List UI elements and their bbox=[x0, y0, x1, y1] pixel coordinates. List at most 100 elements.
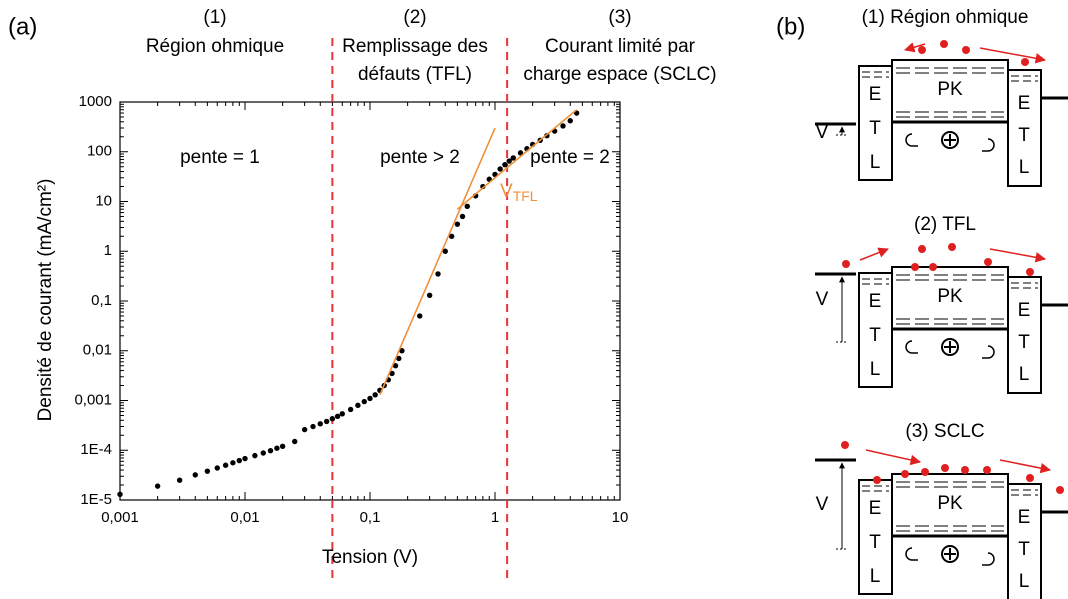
electron bbox=[918, 245, 926, 253]
y-tick-label: 0,01 bbox=[83, 342, 112, 359]
data-point bbox=[497, 166, 503, 172]
etl-right bbox=[1007, 483, 1042, 599]
y-tick-label: 0,1 bbox=[91, 292, 112, 309]
y-tick-label: 0,001 bbox=[74, 391, 112, 408]
region-label: Remplissage des bbox=[342, 36, 488, 57]
etl-letter: E bbox=[1018, 507, 1031, 528]
electron bbox=[941, 464, 949, 472]
data-point bbox=[310, 423, 316, 430]
data-point bbox=[267, 447, 274, 454]
etl-letter: T bbox=[869, 118, 881, 139]
data-point bbox=[442, 248, 448, 254]
y-axis-label: Densité de courant (mA/cm²) bbox=[35, 179, 56, 422]
hole-plus bbox=[944, 548, 956, 560]
data-point bbox=[274, 445, 280, 451]
curl-arrow bbox=[905, 547, 918, 561]
electron bbox=[961, 466, 969, 474]
etl-letter: L bbox=[1019, 364, 1030, 385]
etl-letter: T bbox=[869, 532, 881, 553]
electron bbox=[1026, 474, 1034, 482]
etl-left bbox=[858, 272, 893, 388]
data-point bbox=[242, 455, 248, 462]
hole bbox=[941, 545, 959, 563]
data-point bbox=[339, 411, 345, 417]
y-tick-label: 100 bbox=[87, 143, 112, 160]
pk-label: PK bbox=[937, 79, 963, 100]
data-point bbox=[204, 468, 211, 474]
electron-arrow bbox=[865, 449, 922, 466]
data-point bbox=[355, 402, 361, 409]
etl-letter: E bbox=[869, 498, 882, 519]
etl-letter: T bbox=[869, 325, 881, 346]
data-point bbox=[464, 203, 470, 210]
x-tick-label: 10 bbox=[612, 509, 629, 526]
voltage-label: V bbox=[816, 289, 829, 310]
slope-label: pente = 1 bbox=[180, 147, 260, 168]
data-point bbox=[323, 418, 330, 425]
electron bbox=[918, 46, 926, 54]
hole-plus bbox=[944, 341, 956, 353]
slope-label: pente = 2 bbox=[530, 147, 610, 168]
electron bbox=[842, 260, 850, 268]
data-point bbox=[260, 450, 266, 456]
region-number: (1) bbox=[203, 7, 226, 28]
data-point bbox=[279, 443, 286, 450]
etl-right bbox=[1007, 69, 1042, 187]
data-point bbox=[502, 161, 508, 168]
y-tick-label: 1E-5 bbox=[80, 491, 112, 508]
electron bbox=[1021, 58, 1029, 66]
diagram-title: (3) SCLC bbox=[905, 421, 984, 442]
data-point bbox=[417, 313, 423, 319]
curl-arrow bbox=[905, 340, 918, 354]
electron bbox=[984, 258, 992, 266]
etl-letter: T bbox=[1018, 539, 1030, 560]
electron bbox=[911, 263, 919, 271]
data-point bbox=[192, 472, 198, 478]
etl-right bbox=[1007, 276, 1042, 394]
etl-letter: L bbox=[870, 152, 881, 173]
y-tick-label: 1E-4 bbox=[80, 441, 112, 458]
data-point bbox=[389, 370, 395, 377]
electron bbox=[921, 468, 929, 476]
region-label: Courant limité par bbox=[545, 36, 696, 57]
electron bbox=[948, 243, 956, 251]
x-tick-label: 0,001 bbox=[101, 509, 139, 526]
electron bbox=[1026, 268, 1034, 276]
x-axis-label: Tension (V) bbox=[322, 547, 418, 568]
electron bbox=[1056, 486, 1064, 494]
region-label: Région ohmique bbox=[146, 36, 284, 57]
curl-arrow bbox=[982, 138, 995, 152]
electron-arrow bbox=[989, 248, 1047, 263]
data-point bbox=[292, 438, 298, 445]
region-number: (2) bbox=[403, 7, 426, 28]
curl-arrow bbox=[982, 345, 995, 359]
data-point bbox=[560, 123, 566, 129]
data-point bbox=[176, 477, 183, 483]
electron-arrow bbox=[979, 47, 1047, 64]
etl-letter: L bbox=[870, 566, 881, 587]
data-point bbox=[301, 426, 308, 433]
y-tick-label: 1 bbox=[104, 242, 112, 259]
slope-label: pente > 2 bbox=[380, 147, 460, 168]
x-tick-label: 0,01 bbox=[230, 509, 259, 526]
pk-label: PK bbox=[937, 286, 963, 307]
data-point bbox=[347, 406, 354, 413]
electron bbox=[901, 470, 909, 478]
data-point bbox=[230, 460, 236, 466]
data-point bbox=[517, 150, 524, 156]
data-point bbox=[567, 118, 573, 124]
electron-arrow bbox=[859, 247, 889, 261]
electron bbox=[940, 40, 948, 48]
data-point bbox=[399, 348, 405, 354]
pk-label: PK bbox=[937, 493, 963, 514]
electron bbox=[929, 263, 937, 271]
data-point bbox=[372, 392, 378, 398]
etl-left bbox=[858, 65, 893, 181]
vtfl-sub: TFL bbox=[513, 188, 538, 204]
fit-line bbox=[379, 127, 496, 396]
data-point bbox=[510, 155, 516, 161]
pk-layer bbox=[891, 473, 1009, 537]
hole-plus bbox=[944, 134, 956, 146]
data-point bbox=[214, 465, 220, 471]
etl-letter: T bbox=[1018, 125, 1030, 146]
